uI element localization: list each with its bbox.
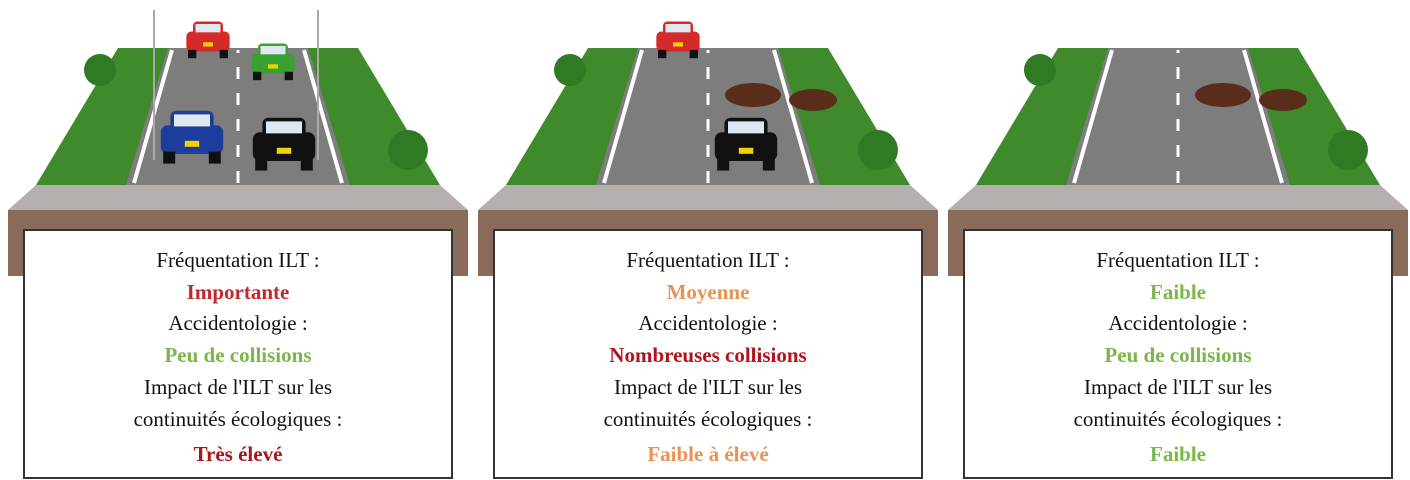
panel-text: Faible xyxy=(1150,442,1206,466)
boar xyxy=(725,83,781,107)
panel-text: Fréquentation ILT : xyxy=(156,248,319,272)
panel: Fréquentation ILT : Faible Accidentologie … xyxy=(948,48,1408,478)
panel-text: Très élevé xyxy=(194,442,283,466)
panel-text: Impact de l'ILT sur les xyxy=(1084,375,1272,399)
panel-text: Accidentologie : xyxy=(638,311,777,335)
panel-text: Impact de l'ILT sur les xyxy=(614,375,802,399)
panel-text: Faible à élevé xyxy=(647,442,768,466)
panel-text: continuités écologiques : xyxy=(604,407,813,431)
panel: Fréquentation ILT : Moyenne Accidentologie… xyxy=(478,21,938,479)
panel-text: Fréquentation ILT : xyxy=(1096,248,1259,272)
panel-text: Peu de collisions xyxy=(1104,343,1251,367)
boar xyxy=(1195,83,1251,107)
panel-text: Nombreuses collisions xyxy=(609,343,806,367)
panel-text: Accidentologie : xyxy=(168,311,307,335)
panel-text: continuités écologiques : xyxy=(1074,407,1283,431)
panel-text: continuités écologiques : xyxy=(134,407,343,431)
panel-text: Fréquentation ILT : xyxy=(626,248,789,272)
panel-text: Peu de collisions xyxy=(164,343,311,367)
panel-text: Impact de l'ILT sur les xyxy=(144,375,332,399)
panel-text: Moyenne xyxy=(667,280,750,304)
panel-text: Faible xyxy=(1150,280,1206,304)
panel-text: Importante xyxy=(187,280,290,304)
panel-text: Accidentologie : xyxy=(1108,311,1247,335)
boar xyxy=(789,89,837,111)
panel: Fréquentation ILT : Importante Accidentolo… xyxy=(8,10,468,478)
boar xyxy=(1259,89,1307,111)
